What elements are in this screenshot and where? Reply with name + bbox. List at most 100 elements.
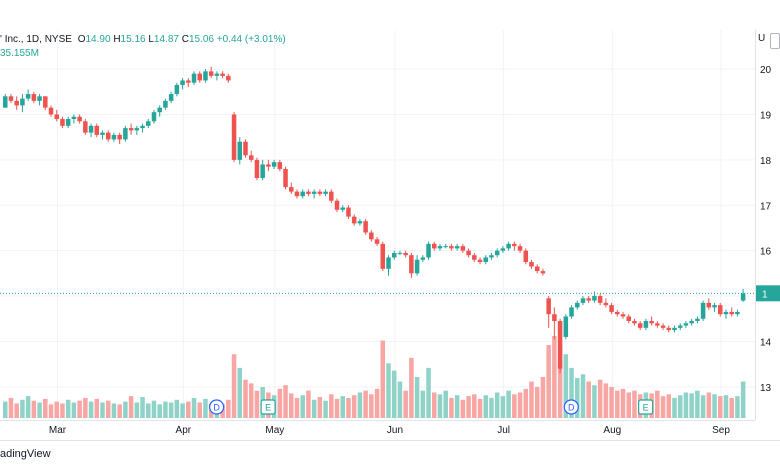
candle-body (168, 94, 174, 101)
candle-body (689, 321, 694, 324)
candle-body (260, 164, 265, 179)
candle-body (163, 100, 168, 108)
candle-body (643, 321, 649, 328)
candle-body (191, 73, 197, 83)
candle-body (31, 94, 37, 101)
candle-body (208, 71, 214, 76)
volume-bar (289, 393, 294, 418)
candle-body (386, 257, 391, 269)
candle-body (615, 311, 620, 315)
candle-body (237, 141, 243, 160)
volume-bar (317, 397, 323, 418)
volume-bar (43, 398, 48, 418)
candle-body (271, 162, 277, 167)
volume-bar (369, 394, 374, 418)
volume-bar (597, 379, 603, 418)
candle-body (140, 125, 145, 129)
event-marker-label: D (568, 403, 575, 413)
candle-body (517, 246, 523, 251)
volume-bar (146, 403, 151, 418)
candle-body (477, 259, 483, 263)
volume-bar (203, 398, 208, 418)
candle-body (94, 125, 100, 135)
candle-body (426, 243, 431, 258)
candle-body (677, 325, 683, 328)
volume-bar (620, 388, 626, 418)
volume-bar (346, 397, 351, 418)
candle-body (586, 298, 591, 301)
volume-bar (71, 402, 77, 418)
candle-body (60, 119, 65, 126)
candle-body (672, 327, 677, 331)
candle-body (432, 243, 437, 249)
candle-body (306, 191, 311, 194)
candle-body (203, 71, 208, 81)
volume-bar (391, 370, 397, 418)
volume-bar (632, 390, 637, 418)
volume-bar (557, 363, 563, 418)
candle-body (357, 221, 363, 224)
high-value: 15.16 (120, 34, 146, 45)
high-label: H (113, 34, 121, 45)
candle-body (437, 246, 443, 249)
candle-body (529, 262, 534, 267)
tradingview-logo[interactable]: adingView (0, 448, 51, 460)
volume-bar (706, 392, 712, 418)
volume-bar (3, 401, 8, 418)
candle-body (740, 293, 746, 301)
volume-legend: 35.155M (0, 48, 39, 59)
volume-bar (231, 354, 237, 418)
candle-body (37, 96, 42, 101)
candle-body (323, 191, 328, 194)
price-axis[interactable]: 20191817161514131 (755, 30, 780, 420)
volume-bar (283, 385, 288, 418)
time-tick-label: Jul (497, 425, 510, 436)
candle-body (231, 114, 237, 160)
candle-body (105, 132, 111, 140)
corner-checkbox[interactable] (770, 33, 780, 49)
volume-bar (254, 390, 260, 418)
candle-body (500, 248, 506, 251)
candle-body (174, 84, 180, 95)
time-tick-label: Sep (712, 425, 730, 436)
volume-bar (672, 397, 677, 418)
price-tick-label: 17 (760, 201, 772, 212)
footer: adingView (0, 440, 780, 471)
candle-body (351, 216, 357, 224)
candle-body (489, 255, 494, 258)
candle-body (523, 250, 529, 263)
volume-bar (300, 395, 305, 418)
candle-body (180, 80, 185, 85)
candle-body (243, 141, 248, 156)
candle-body (563, 316, 569, 337)
candle-body (71, 116, 77, 120)
volume-bar (168, 402, 174, 418)
candle-body (65, 119, 71, 126)
event-marker-label: E (265, 403, 271, 413)
volume-bar (226, 399, 231, 418)
candle-body (409, 255, 414, 274)
open-label: O (77, 34, 86, 45)
candle-body (534, 266, 540, 272)
candle-body (609, 305, 614, 312)
volume-bar (117, 404, 122, 418)
candle-body (597, 296, 603, 303)
close-label: C (181, 34, 189, 45)
volume-bar (60, 403, 65, 418)
corner-button[interactable]: U (758, 33, 766, 44)
volume-bar (449, 397, 454, 418)
candle-body (111, 134, 117, 140)
volume-bar (609, 387, 614, 418)
time-axis[interactable]: Mar Apr May Jun Jul Aug Sep (0, 420, 755, 440)
candle-body (340, 207, 345, 210)
volume-bar (569, 367, 574, 418)
volume-bar (489, 397, 494, 418)
volume-bar (472, 394, 477, 418)
volume-bar (363, 390, 368, 418)
volume-bar (397, 381, 403, 418)
candle-body (723, 311, 729, 315)
volume-bar (37, 402, 42, 418)
volume-bar (506, 390, 511, 418)
